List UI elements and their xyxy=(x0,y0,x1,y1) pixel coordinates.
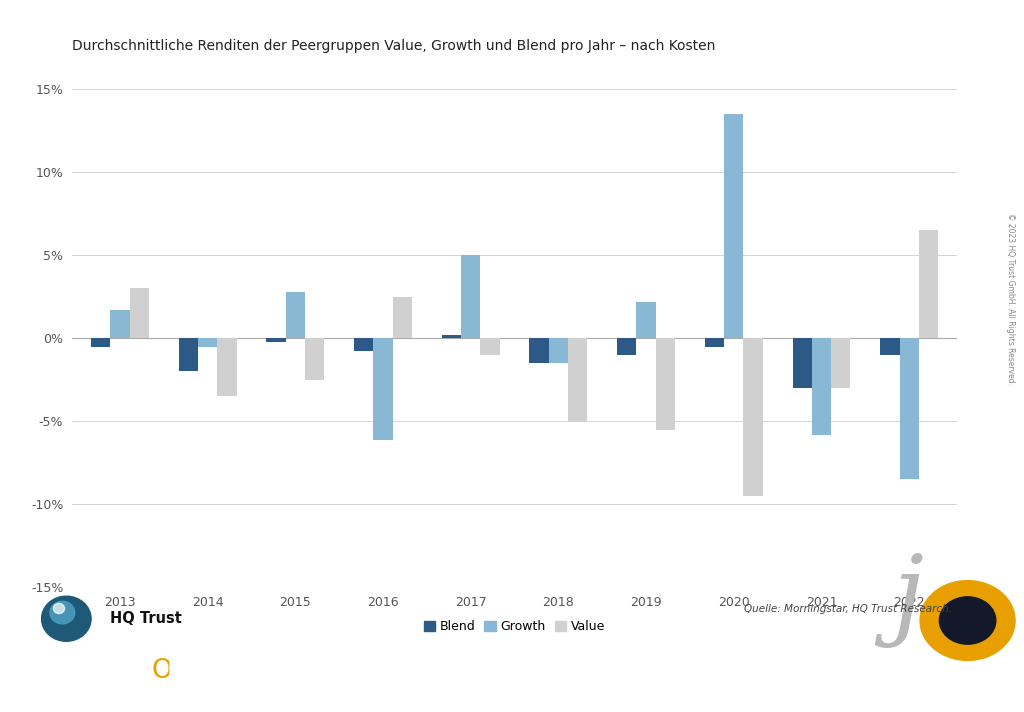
Bar xyxy=(441,335,461,338)
Bar xyxy=(529,338,549,363)
Bar xyxy=(831,338,851,388)
Bar xyxy=(217,338,237,397)
Bar xyxy=(392,297,412,338)
Text: HQ Trust: HQ Trust xyxy=(110,610,181,626)
Bar xyxy=(793,338,812,388)
Text: Quelle: Morningstar, HQ Trust Research.: Quelle: Morningstar, HQ Trust Research. xyxy=(744,604,952,614)
Bar xyxy=(919,230,938,338)
Bar xyxy=(549,338,568,363)
Bar xyxy=(374,338,392,439)
Bar xyxy=(568,338,588,422)
Bar xyxy=(286,292,305,338)
Bar xyxy=(812,338,831,434)
Bar xyxy=(198,338,217,347)
Circle shape xyxy=(42,596,91,642)
Legend: Blend, Growth, Value: Blend, Growth, Value xyxy=(419,615,610,639)
Bar xyxy=(899,338,919,479)
Bar xyxy=(617,338,637,355)
Bar xyxy=(305,338,325,379)
Bar xyxy=(655,338,675,429)
Text: © 2023 HQ Trust GmbH. All Rights Reserved.: © 2023 HQ Trust GmbH. All Rights Reserve… xyxy=(1007,213,1015,385)
Bar xyxy=(637,302,655,338)
Bar xyxy=(354,338,374,352)
Bar xyxy=(266,338,286,342)
Bar xyxy=(743,338,763,496)
Circle shape xyxy=(53,603,65,614)
Text: Durchschnittliche Renditen der Peergruppen Value, Growth und Blend pro Jahr – na: Durchschnittliche Renditen der Peergrupp… xyxy=(72,39,715,53)
Text: josefobergantschnig.at: josefobergantschnig.at xyxy=(486,661,711,681)
Bar xyxy=(480,338,500,355)
Text: bergantschnig: bergantschnig xyxy=(167,658,356,684)
Circle shape xyxy=(920,581,1015,661)
Text: Josef: Josef xyxy=(49,658,121,684)
Text: O: O xyxy=(152,658,172,684)
Bar xyxy=(705,338,724,347)
Bar xyxy=(91,338,111,347)
Bar xyxy=(461,255,480,338)
Text: ⊕: ⊕ xyxy=(457,661,475,681)
Text: j: j xyxy=(893,553,924,648)
Bar xyxy=(178,338,198,372)
Bar xyxy=(724,114,743,338)
Circle shape xyxy=(939,597,995,644)
Circle shape xyxy=(50,602,75,624)
Bar xyxy=(881,338,899,355)
Bar xyxy=(111,310,130,338)
Bar xyxy=(130,288,148,338)
